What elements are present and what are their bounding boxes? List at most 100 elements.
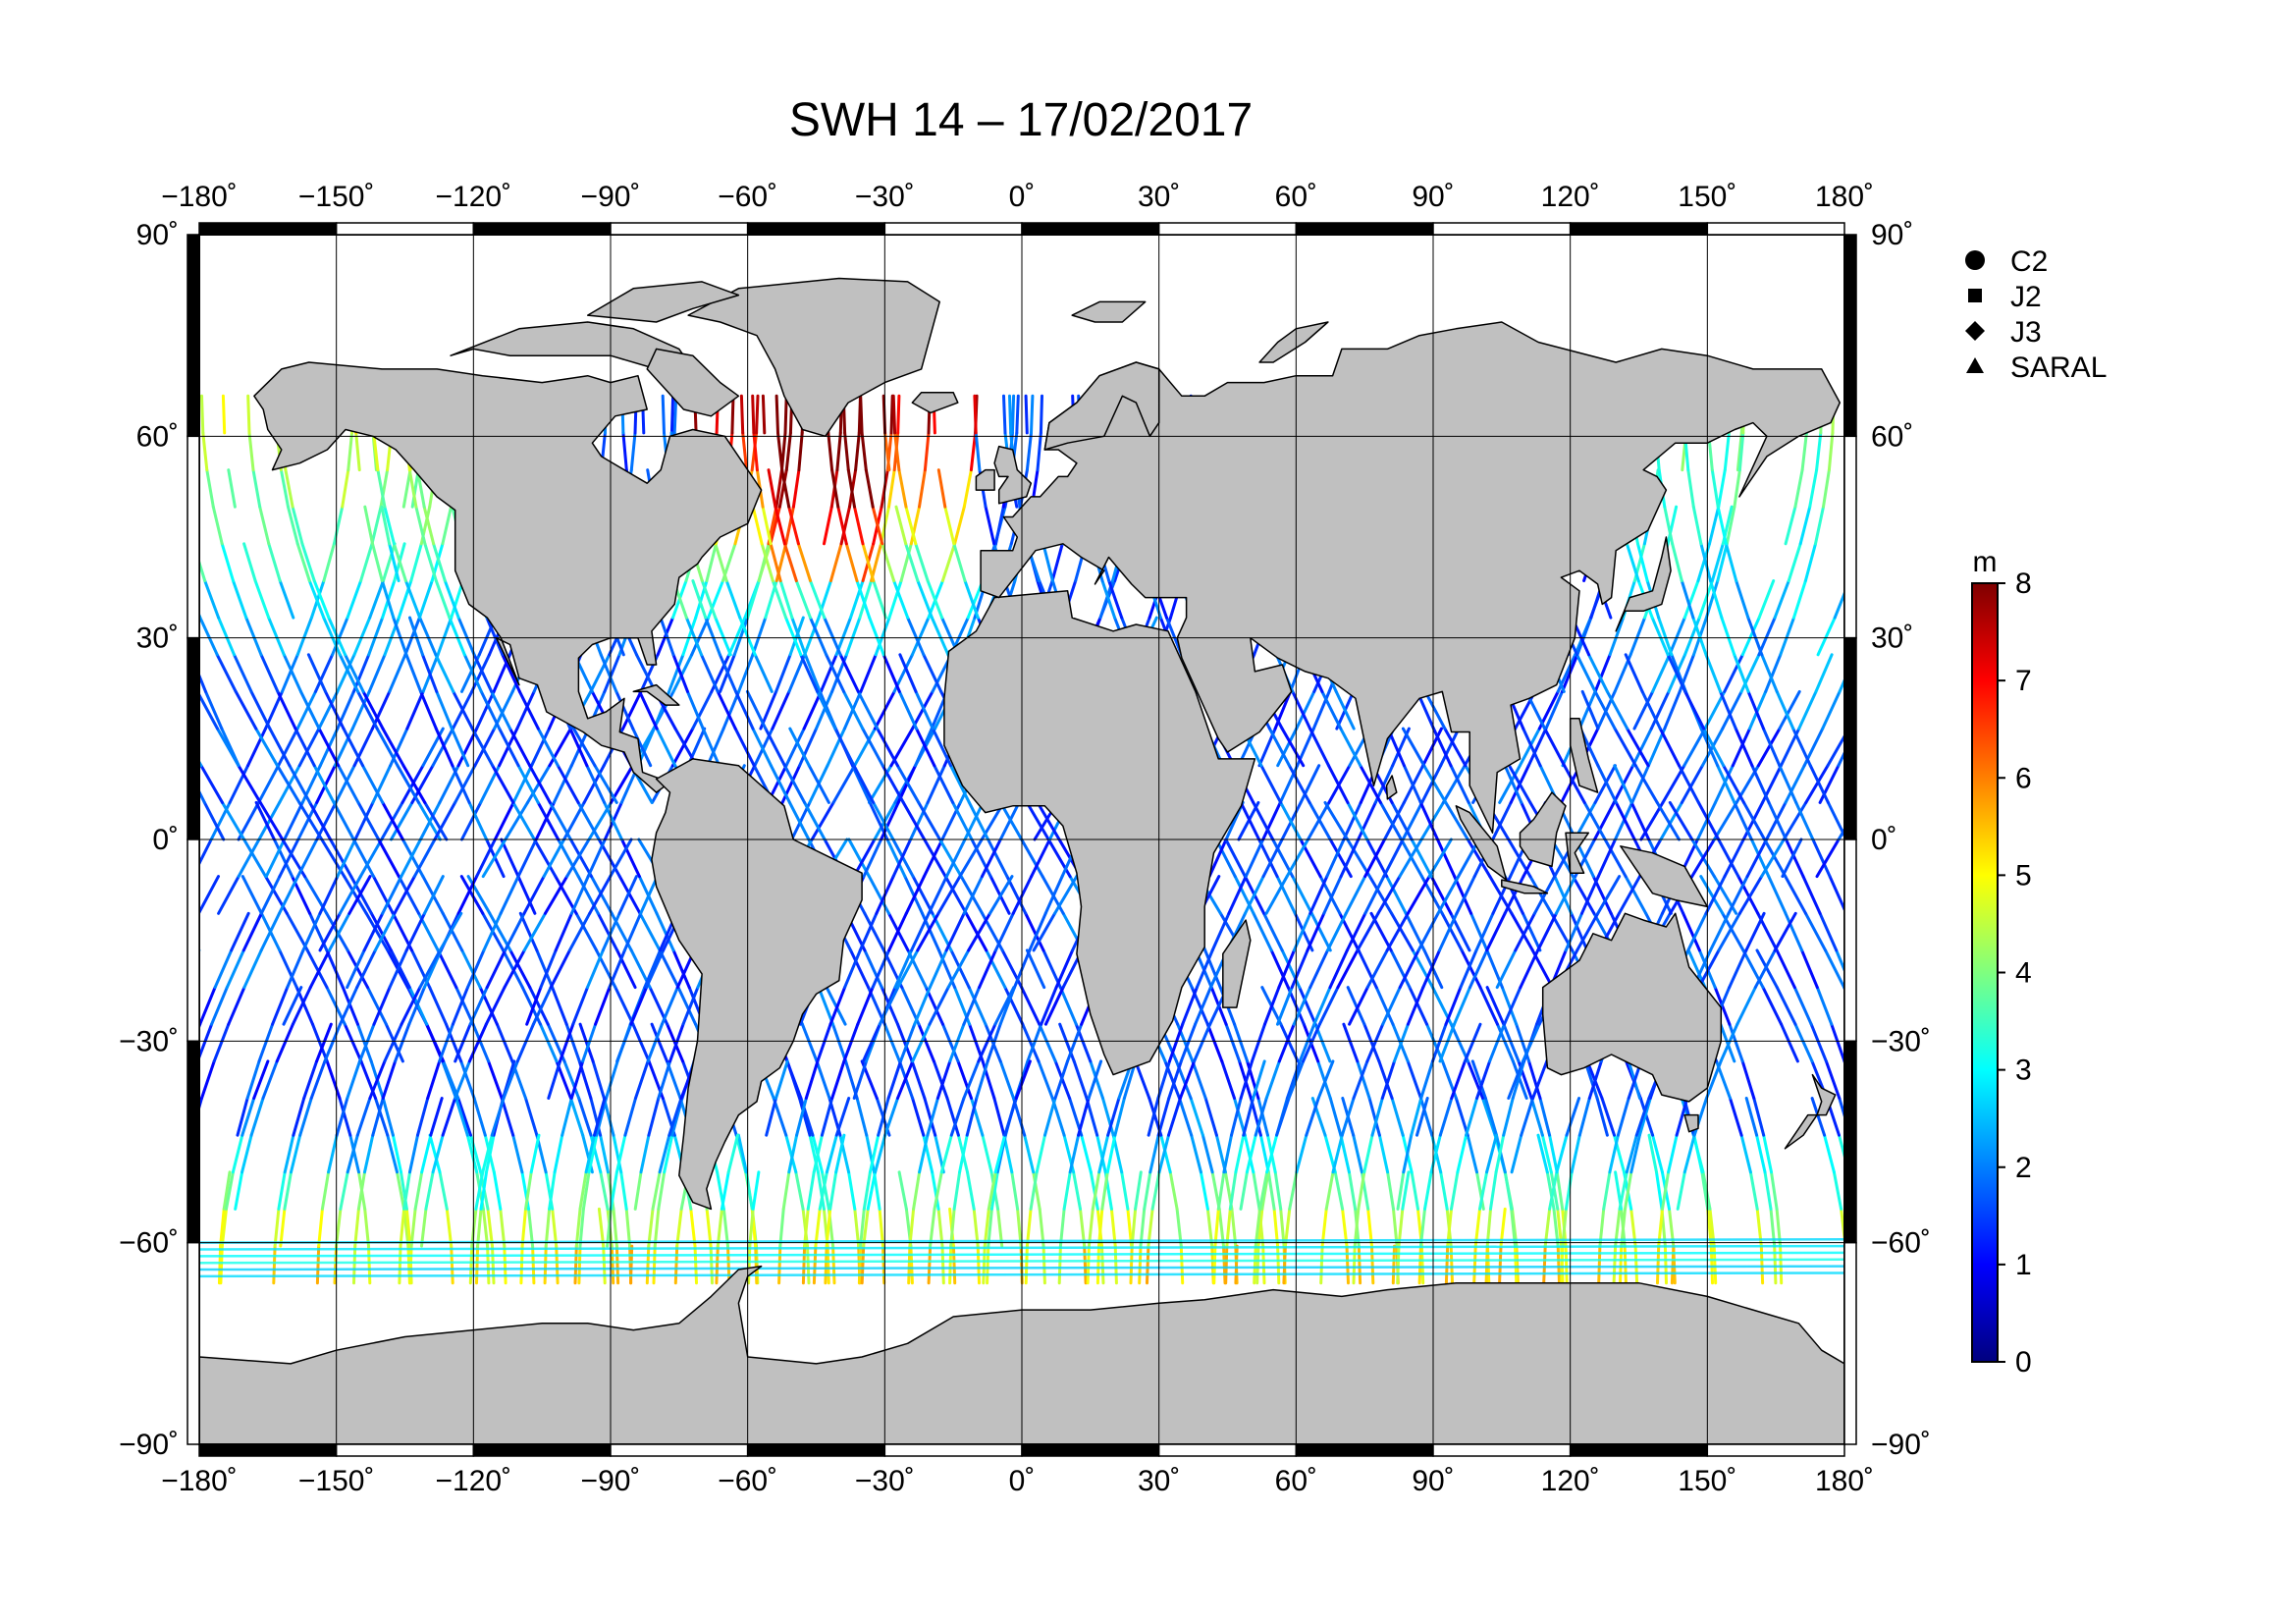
track-segment — [254, 727, 279, 768]
track-segment — [1086, 1244, 1091, 1285]
track-segment — [1514, 911, 1536, 952]
track-segment — [199, 986, 217, 1026]
track-segment — [1390, 800, 1414, 841]
track-segment — [663, 1133, 674, 1174]
track-segment — [1603, 838, 1628, 879]
track-segment — [346, 1059, 361, 1100]
track-segment — [878, 1207, 884, 1248]
track-segment — [1593, 764, 1617, 804]
track-segment — [778, 1207, 785, 1248]
track-segment — [1719, 1022, 1739, 1063]
track-segment — [958, 838, 984, 879]
track-segment — [788, 616, 805, 657]
track-segment — [1728, 1022, 1744, 1063]
track-segment — [1472, 1244, 1477, 1285]
lon-tick-label: 120˚ — [1541, 181, 1600, 213]
track-segment — [1356, 911, 1380, 952]
track-segment — [322, 616, 342, 657]
track-segment — [134, 1061, 148, 1099]
track-segment — [1436, 875, 1461, 915]
track-segment — [273, 1207, 281, 1248]
track-segment — [166, 581, 178, 619]
track-segment — [272, 838, 294, 879]
track-segment — [809, 579, 827, 620]
track-segment — [1201, 1133, 1214, 1174]
track-segment — [501, 653, 521, 693]
track-segment — [441, 911, 464, 952]
track-segment — [561, 1097, 573, 1137]
track-segment — [1423, 689, 1447, 730]
track-segment — [1156, 1097, 1171, 1137]
track-segment — [1697, 579, 1714, 620]
track-segment — [812, 1133, 824, 1174]
track-segment — [787, 1133, 799, 1174]
track-segment — [746, 579, 761, 620]
track-segment — [1838, 1097, 1844, 1121]
track-segment — [923, 431, 931, 472]
track-segment — [1618, 1170, 1629, 1211]
track-segment — [312, 579, 331, 620]
track-segment — [849, 948, 871, 990]
track-segment — [1295, 1133, 1308, 1174]
track-segment — [843, 431, 850, 472]
track-segment — [1740, 1059, 1756, 1100]
track-segment — [2000, 433, 2003, 470]
track-segment — [1824, 948, 1844, 990]
track-segment — [752, 431, 759, 472]
track-segment — [1385, 911, 1410, 952]
track-segment — [1025, 800, 1050, 841]
track-segment — [1716, 542, 1729, 582]
track-segment — [84, 470, 91, 508]
track-segment — [1856, 1099, 1866, 1136]
lon-tick-label: −150˚ — [298, 181, 375, 213]
track-segment — [823, 505, 833, 546]
track-segment — [572, 727, 597, 768]
track-segment — [199, 788, 206, 804]
track-segment — [992, 1097, 1006, 1137]
track-segment — [1827, 431, 1835, 472]
track-segment — [118, 470, 125, 508]
track-segment — [1342, 800, 1362, 841]
track-segment — [1089, 1170, 1099, 1211]
frame-bar-lon — [1432, 222, 1572, 236]
legend-label: SARAL — [2010, 352, 2107, 384]
track-segment — [1710, 468, 1720, 509]
track-segment — [1636, 542, 1649, 582]
track-segment — [1548, 1170, 1559, 1211]
track-segment — [755, 394, 760, 435]
track-segment — [831, 1244, 836, 1285]
track-segment — [633, 1170, 643, 1211]
track-segment — [593, 1097, 607, 1137]
track-segment — [1613, 727, 1637, 768]
track-segment — [212, 1022, 231, 1063]
track-segment — [1941, 470, 1948, 508]
track-segment — [324, 689, 346, 730]
track-segment — [372, 986, 392, 1026]
track-segment — [333, 727, 354, 768]
track-segment — [1273, 1170, 1283, 1211]
map-frame-bars — [187, 222, 1857, 1457]
track-segment — [1205, 1022, 1224, 1063]
track-segment — [1014, 1059, 1032, 1100]
track-segment — [332, 505, 345, 546]
track-segment — [1485, 986, 1506, 1026]
track-segment — [1748, 1170, 1759, 1211]
track-segment — [1239, 1059, 1254, 1100]
track-segment — [1415, 1097, 1429, 1137]
track-segment — [254, 800, 276, 841]
frame-bar-lat — [187, 435, 200, 639]
track-segment — [878, 986, 900, 1026]
track-segment — [1511, 1059, 1526, 1100]
track-segment — [1668, 616, 1686, 657]
track-segment — [605, 1059, 619, 1100]
track-segment — [201, 431, 209, 472]
track-segment — [612, 1207, 618, 1248]
track-segment — [1253, 1244, 1257, 1285]
track-segment — [967, 911, 991, 952]
track-segment — [1328, 838, 1353, 879]
track-segment — [952, 1170, 962, 1211]
track-segment — [96, 1135, 105, 1172]
track-segment — [827, 431, 834, 472]
track-segment — [720, 1170, 730, 1211]
track-segment — [323, 1022, 342, 1063]
